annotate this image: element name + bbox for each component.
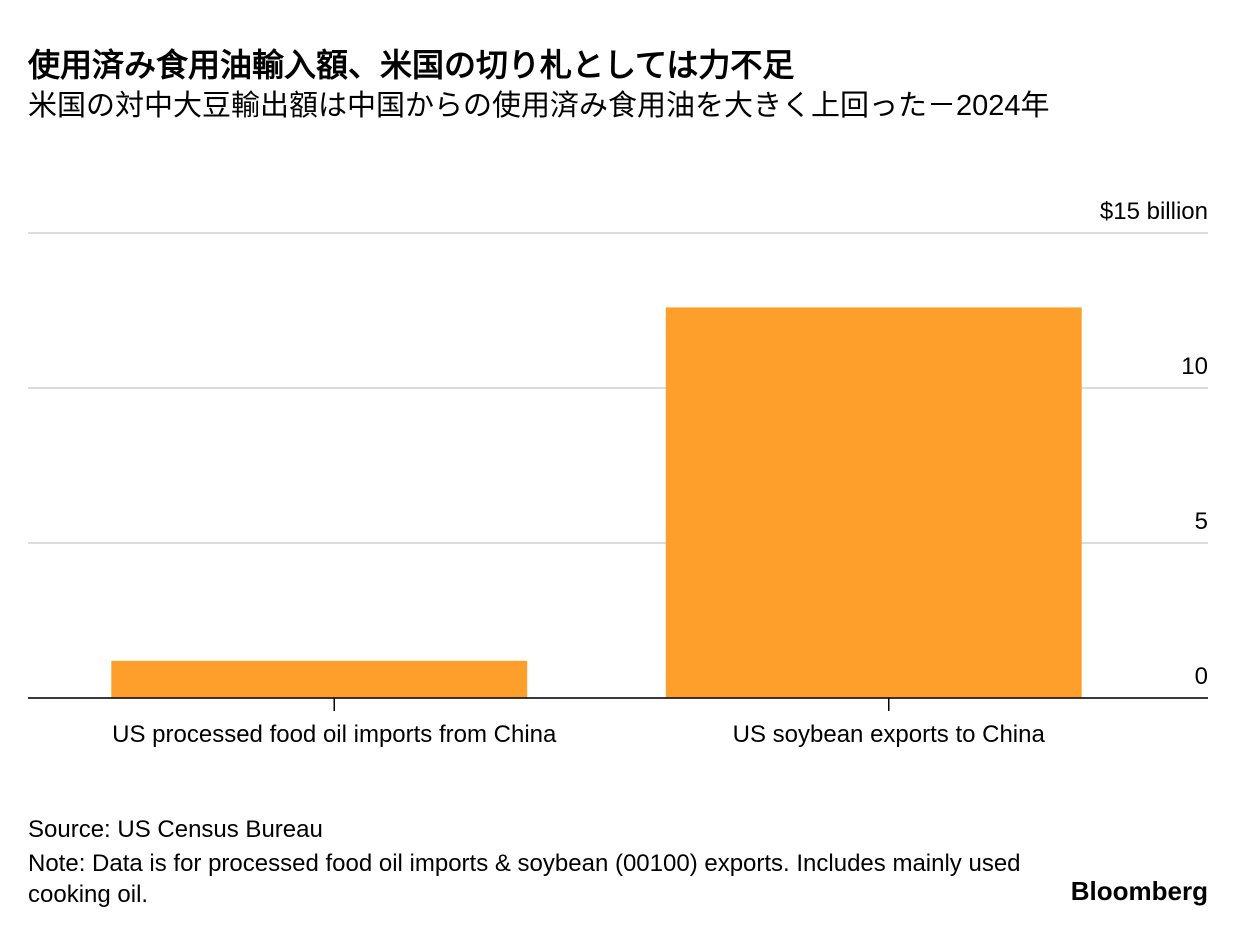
y-tick-label: 10 — [1181, 353, 1208, 380]
x-tick-label: US soybean exports to China — [732, 721, 1045, 748]
note: Note: Data is for processed food oil imp… — [28, 850, 1021, 908]
bar — [111, 660, 528, 698]
bar — [665, 307, 1082, 698]
x-tick-label: US processed food oil imports from China — [112, 721, 557, 748]
brand: Bloomberg — [1070, 876, 1208, 906]
y-tick-label: 5 — [1195, 508, 1208, 535]
chart-title: 使用済み食用油輸入額、米国の切り札としては力不足 — [28, 47, 795, 83]
source: Source: US Census Bureau — [28, 816, 323, 843]
y-tick-label: 0 — [1195, 663, 1208, 690]
y-tick-label: $15 billion — [1100, 198, 1208, 225]
chart-subtitle: 米国の対中大豆輸出額は中国からの使用済み食用油を大きく上回った－2024年 — [28, 90, 1050, 122]
